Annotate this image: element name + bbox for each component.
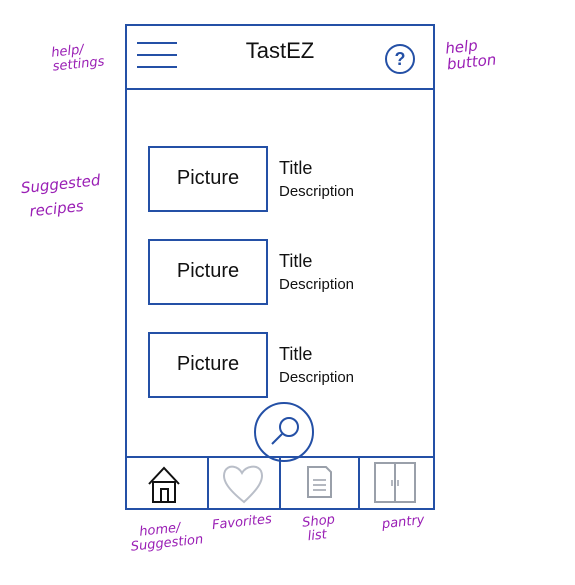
annotation-help-settings: help/ settings	[50, 42, 106, 75]
nav-home[interactable]	[127, 458, 209, 508]
recipe-title: Title	[279, 251, 313, 271]
home-icon	[148, 466, 180, 503]
annotation-home: home/ Suggestion	[130, 520, 204, 555]
annotation-suggested-recipes: Suggested recipes	[20, 170, 102, 221]
app-title: TastEZ	[245, 38, 315, 63]
bottom-nav	[127, 456, 433, 508]
hamburger-menu-button[interactable]	[137, 42, 179, 72]
magnifier-icon	[271, 417, 299, 445]
recipe-card[interactable]: Picture Title Description	[148, 239, 418, 307]
recipe-card[interactable]: Picture Title Description	[148, 146, 418, 214]
phone-frame: TastEZ ? Picture Title Description Pictu…	[125, 24, 435, 510]
recipe-description: Description	[279, 369, 355, 386]
search-button[interactable]	[254, 402, 314, 462]
annotation-favorites: Favorites	[211, 511, 273, 534]
nav-favorites[interactable]	[209, 458, 281, 508]
recipe-picture: Picture	[148, 332, 268, 398]
shopping-list-icon	[307, 466, 332, 498]
annotation-pantry: pantry	[381, 512, 426, 533]
heart-icon	[223, 465, 263, 504]
recipe-card[interactable]: Picture Title Description	[148, 332, 418, 400]
recipe-title: Title	[279, 158, 313, 178]
annotation-help-button: help button	[444, 36, 498, 74]
recipe-description: Description	[279, 276, 355, 293]
recipe-title: Title	[279, 344, 313, 364]
recipe-description: Description	[279, 183, 355, 200]
nav-pantry[interactable]	[360, 458, 433, 508]
pantry-icon	[374, 462, 416, 503]
annotation-shop-list: Shop list	[301, 512, 336, 545]
top-bar: TastEZ ?	[127, 26, 433, 90]
recipe-picture: Picture	[148, 146, 268, 212]
help-button[interactable]: ?	[385, 44, 415, 74]
recipe-picture: Picture	[148, 239, 268, 305]
nav-shop-list[interactable]	[281, 458, 360, 508]
